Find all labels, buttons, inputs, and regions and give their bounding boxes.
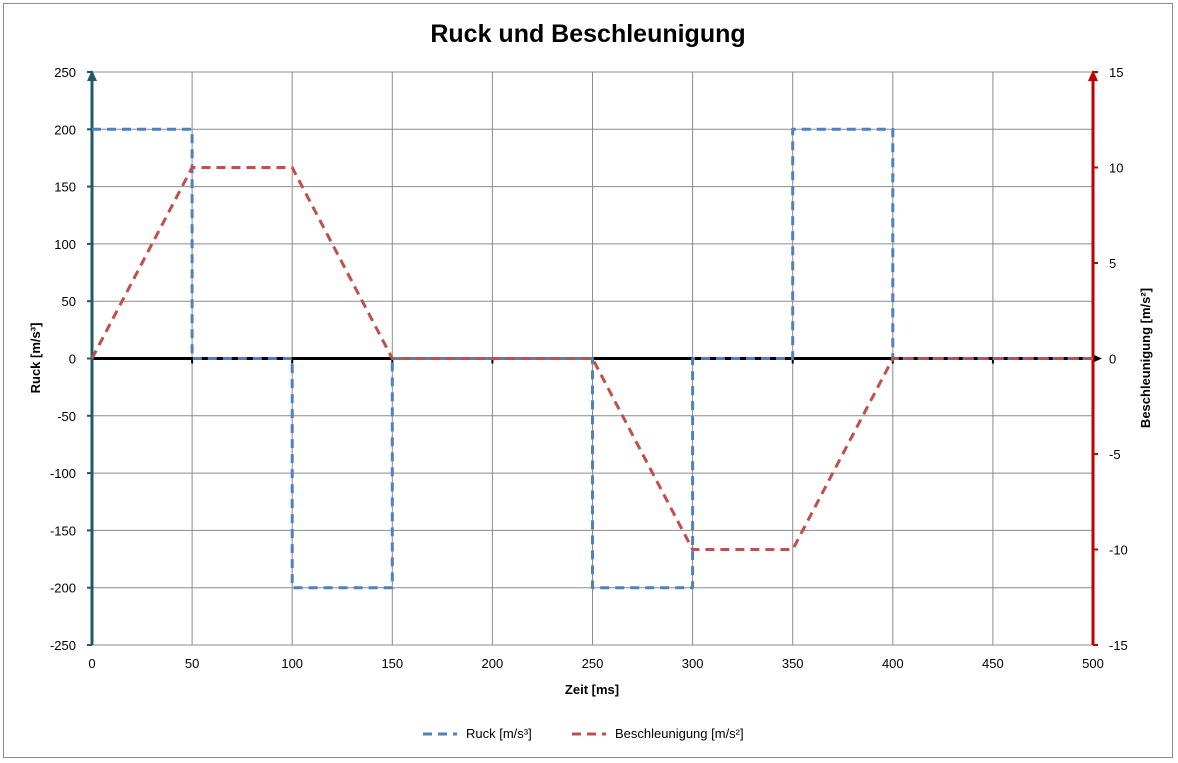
y-tick-label: 100 xyxy=(54,237,76,252)
legend-label-ruck: Ruck [m/s³] xyxy=(466,726,532,741)
y-tick-label: 150 xyxy=(54,180,76,195)
right-axis-arrow xyxy=(1088,70,1098,81)
right-axis-ticks: -15 -10 -5 0 5 10 15 xyxy=(1109,65,1128,653)
y-tick-label: 200 xyxy=(54,122,76,137)
x-tick-label: 300 xyxy=(682,656,704,671)
x-tick-label: 50 xyxy=(185,656,199,671)
y-axis-label: Ruck [m/s³] xyxy=(28,323,43,394)
series-line-ruck xyxy=(92,127,1093,590)
x-tick-label: 500 xyxy=(1082,656,1104,671)
x-tick-label: 400 xyxy=(882,656,904,671)
y-right-tick-label: 10 xyxy=(1109,161,1123,176)
y-right-tick-label: 5 xyxy=(1109,256,1116,271)
y-axis-right-label: Beschleunigung [m/s²] xyxy=(1138,288,1153,428)
left-axis-ticks: -250 -200 -150 -100 -50 0 50 100 150 200 250 xyxy=(50,65,76,653)
x-axis-arrow xyxy=(1093,354,1102,363)
y-tick-label: 250 xyxy=(54,65,76,80)
y-right-tick-label: 0 xyxy=(1109,352,1116,367)
y-tick-label: -150 xyxy=(50,523,76,538)
series-line-beschleunigung xyxy=(90,166,1093,551)
y-right-tick-label: 15 xyxy=(1109,65,1123,80)
series-layer xyxy=(90,127,1093,590)
y-tick-label: 0 xyxy=(69,352,76,367)
x-tick-label: 350 xyxy=(782,656,804,671)
legend: Ruck [m/s³] Beschleunigung [m/s²] xyxy=(423,726,744,741)
x-axis-label: Zeit [ms] xyxy=(565,682,619,697)
x-tick-label: 250 xyxy=(582,656,604,671)
y-right-tick-label: -10 xyxy=(1109,543,1128,558)
y-tick-label: -250 xyxy=(50,638,76,653)
left-axis-arrow xyxy=(87,70,97,81)
y-tick-label: -100 xyxy=(50,466,76,481)
x-tick-label: 0 xyxy=(88,656,95,671)
x-tick-label: 150 xyxy=(381,656,403,671)
x-axis-ticks: 0 50 100 150 200 250 300 350 400 450 500 xyxy=(88,656,1103,671)
y-tick-label: -200 xyxy=(50,581,76,596)
x-tick-label: 100 xyxy=(281,656,303,671)
legend-label-beschleunigung: Beschleunigung [m/s²] xyxy=(615,726,744,741)
x-tick-label: 200 xyxy=(482,656,504,671)
chart-title: Ruck und Beschleunigung xyxy=(430,20,745,48)
y-tick-label: 50 xyxy=(62,294,76,309)
y-tick-label: -50 xyxy=(57,409,76,424)
y-right-tick-label: -5 xyxy=(1109,447,1121,462)
x-tick-label: 450 xyxy=(982,656,1004,671)
y-right-tick-label: -15 xyxy=(1109,638,1128,653)
